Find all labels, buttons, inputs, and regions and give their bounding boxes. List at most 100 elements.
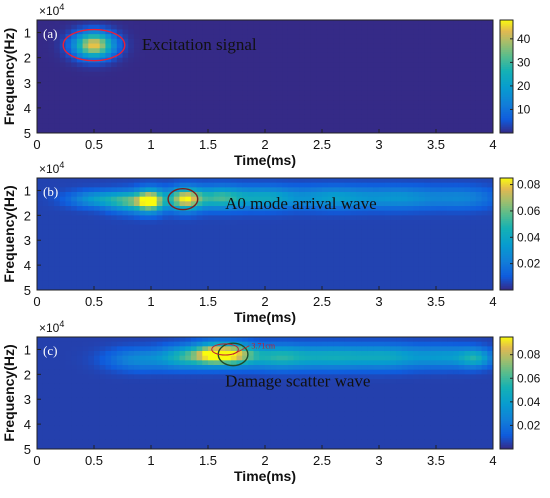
heatmap-cell [464,76,471,82]
heatmap-cell [316,229,323,235]
heatmap-cell [219,369,226,375]
heatmap-cell [293,192,300,198]
heatmap-cell [230,262,238,268]
heatmap-cell [128,341,135,347]
heatmap-cell [356,34,363,40]
heatmap-cell [418,34,426,40]
heatmap-cell [213,425,220,431]
heatmap-cell [168,248,175,254]
heatmap-cell [208,276,215,282]
heatmap-cell [230,109,238,115]
heatmap-cell [344,100,352,106]
heatmap-cell [213,360,220,366]
heatmap-cell [418,238,426,244]
heatmap-cell [202,421,209,427]
heatmap-cell [373,90,380,96]
panel-label: (b) [43,184,58,199]
colorbar-segment [500,286,513,289]
heatmap-cell [407,276,414,282]
heatmap-cell [413,229,420,235]
heatmap-cell [339,29,346,35]
heatmap-cell [162,430,169,436]
heatmap-cell [202,430,209,436]
heatmap-cell [458,248,466,254]
heatmap-cell [259,234,266,240]
heatmap-cell [327,201,334,207]
heatmap-cell [196,421,203,427]
heatmap-cell [48,57,55,63]
heatmap-cell [111,100,118,106]
heatmap-cell [475,210,483,216]
heatmap-cell [156,24,163,31]
heatmap-cell [356,81,363,87]
heatmap-cell [48,210,55,216]
heatmap-cell [293,206,300,212]
heatmap-cell [225,379,232,385]
heatmap-cell [179,206,186,212]
heatmap-cell [133,182,141,188]
heatmap-cell [242,196,249,202]
heatmap-cell [333,76,340,82]
heatmap-cell [333,243,340,249]
heatmap-cell [82,38,89,45]
heatmap-cell [242,266,249,272]
heatmap-cell [464,280,471,286]
heatmap-cell [168,439,175,445]
heatmap-cell [447,85,454,92]
heatmap-cell [475,280,483,286]
heatmap-cell [219,229,226,235]
heatmap-cell [122,285,129,290]
heatmap-cell [213,206,220,212]
heatmap-cell [487,100,493,106]
heatmap-cell [179,182,186,188]
heatmap-cell [190,425,198,431]
heatmap-cell [42,234,49,240]
heatmap-cell [105,114,112,120]
heatmap-cell [384,34,391,40]
heatmap-cell [247,192,255,198]
colorbar-segment [500,215,513,218]
heatmap-cell [230,285,238,290]
heatmap-cell [190,407,198,413]
heatmap-cell [396,90,403,96]
heatmap-cell [441,114,448,120]
heatmap-cell [122,34,129,40]
heatmap-cell [310,187,317,193]
heatmap-cell [230,257,238,263]
colorbar-segment [500,127,513,130]
heatmap-cell [196,90,203,96]
heatmap-cell [436,67,443,73]
heatmap-cell [179,90,186,96]
heatmap-cell [196,62,203,68]
heatmap-cell [71,276,78,282]
heatmap-cell [88,24,95,31]
heatmap-cell [88,215,95,221]
heatmap-cell [379,34,386,40]
heatmap-cell [344,252,352,258]
heatmap-cell [424,90,431,96]
heatmap-cell [185,20,192,26]
heatmap-cell [162,402,169,408]
heatmap-cell [94,100,101,106]
heatmap-cell [156,276,163,282]
heatmap-cell [213,196,220,202]
heatmap-cell [105,248,112,254]
heatmap-cell [418,43,426,49]
heatmap-cell [151,248,158,254]
heatmap-cell [54,243,61,249]
heatmap-cell [253,224,260,230]
heatmap-cell [407,285,414,290]
heatmap-cell [418,224,426,230]
heatmap-cell [145,411,152,417]
heatmap-cell [441,182,448,188]
heatmap-cell [54,444,61,449]
heatmap-cell [436,104,443,111]
heatmap-cell [436,43,443,49]
heatmap-cell [94,90,101,96]
heatmap-cell [162,365,169,371]
heatmap-cell [242,24,249,31]
heatmap-cell [436,48,443,54]
heatmap-cell [76,411,84,417]
heatmap-cell [424,52,431,59]
heatmap-cell [225,285,232,290]
